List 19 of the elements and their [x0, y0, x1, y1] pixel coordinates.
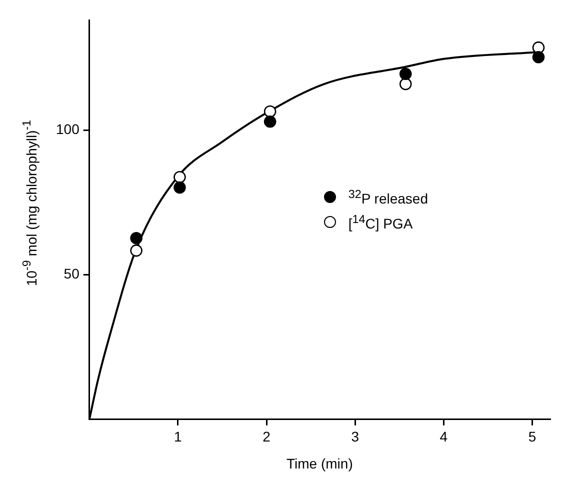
y-tick-label: 50	[64, 266, 80, 282]
x-tick-label: 2	[262, 428, 271, 445]
legend-label: [$^{14}$C] PGA	[348, 212, 413, 232]
point	[130, 244, 142, 257]
point	[532, 50, 545, 64]
x-tick-label: 1	[174, 428, 182, 445]
legend-label: $^{32}$P released	[348, 188, 428, 207]
point	[399, 78, 412, 90]
x-tick-label: 5	[528, 428, 536, 445]
point	[130, 232, 142, 244]
point	[399, 68, 412, 80]
x-tick-label: 3	[351, 428, 360, 445]
point	[264, 115, 276, 128]
y-tick-label: 100	[56, 121, 80, 138]
point	[264, 105, 276, 118]
point	[174, 170, 186, 184]
x-axis-title: Time (min)	[286, 455, 353, 472]
x-tick-label: 4	[440, 428, 448, 445]
point	[174, 181, 186, 194]
